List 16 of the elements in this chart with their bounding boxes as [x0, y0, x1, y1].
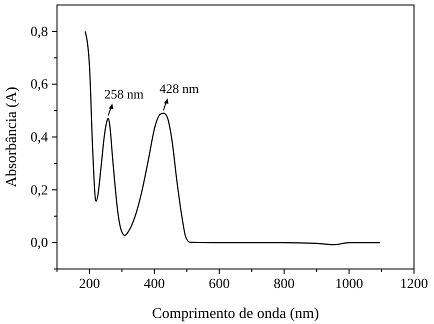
x-tick-label: 400 — [144, 276, 165, 292]
y-tick-label: 0,4 — [30, 130, 48, 146]
y-axis-title: Absorbância (A) — [4, 86, 20, 188]
x-tick-label: 600 — [208, 276, 230, 292]
x-tick-label: 1200 — [400, 276, 428, 292]
y-tick-label: 0,0 — [30, 236, 48, 252]
y-tick-label: 0,6 — [30, 78, 48, 93]
y-tick-label: 0,2 — [30, 183, 48, 198]
y-tick-label: 0,8 — [30, 24, 48, 40]
annotation: 258 nm — [104, 86, 144, 102]
x-tick-label: 800 — [274, 276, 295, 292]
annotation: 428 nm — [159, 81, 199, 96]
line-series — [84, 30, 381, 246]
x-axis-title: Comprimento de onda (nm) — [152, 306, 320, 322]
x-tick-label: 1000 — [335, 276, 364, 292]
x-tick-label: 200 — [78, 276, 100, 292]
